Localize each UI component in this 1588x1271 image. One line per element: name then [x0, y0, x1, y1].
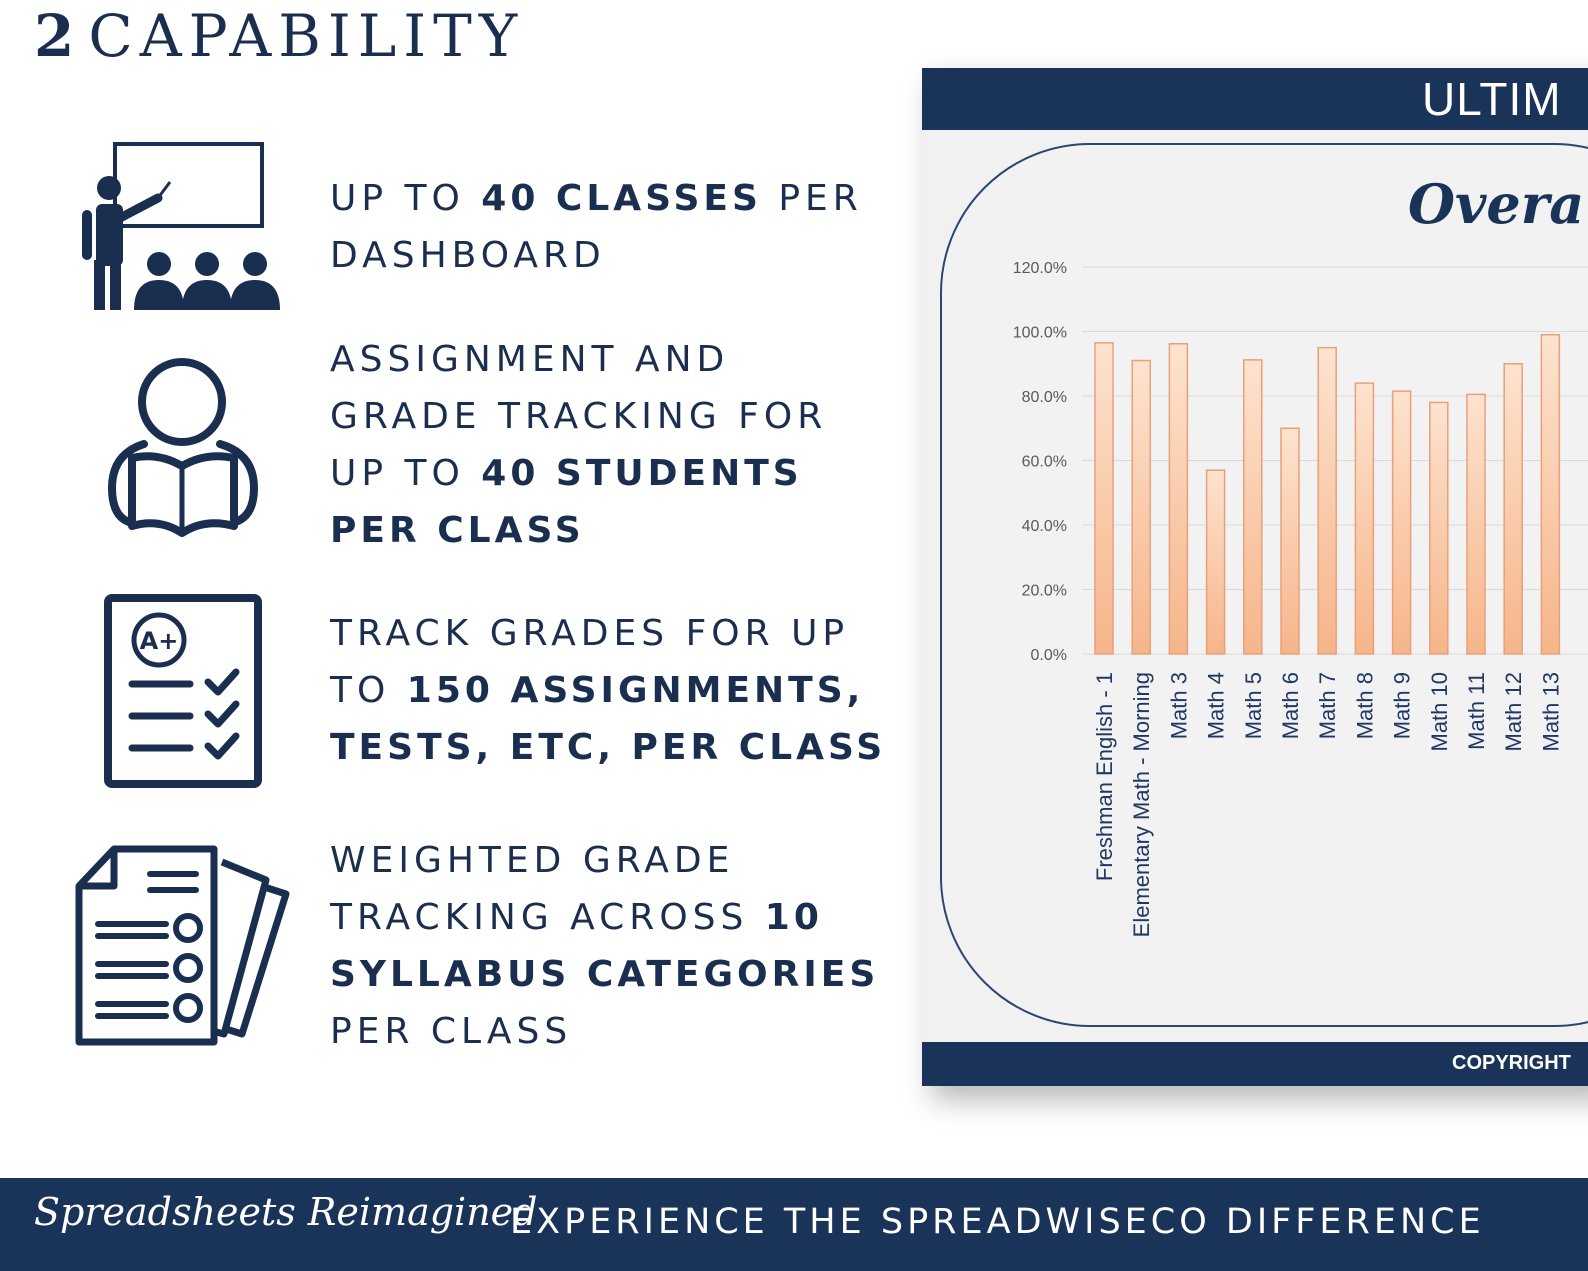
graded-checklist-icon: A+ — [104, 594, 262, 788]
teacher-classroom-icon — [82, 142, 280, 310]
chart-bar — [1391, 390, 1412, 655]
feature-text-segment: PER DASHBOARD — [330, 178, 863, 276]
chart-bar — [1168, 343, 1189, 655]
x-tick-label: Math 10 — [1427, 672, 1452, 752]
x-tick-label: Math 5 — [1241, 672, 1266, 739]
y-tick-label: 20.0% — [1022, 583, 1067, 600]
x-tick-label: Math 11 — [1464, 672, 1489, 750]
chart-bar — [1317, 346, 1337, 655]
svg-text:A+: A+ — [140, 627, 179, 655]
x-tick-label: Math 6 — [1278, 672, 1303, 739]
y-tick-label: 0.0% — [1031, 647, 1067, 664]
x-tick-label: Math 8 — [1352, 672, 1377, 739]
x-tick-label: Math 7 — [1315, 672, 1340, 739]
feature-text-4: WEIGHTED GRADE TRACKING ACROSS 10 SYLLAB… — [330, 832, 890, 1060]
y-tick-label: 120.0% — [1013, 260, 1067, 277]
brand-tagline: EXPERIENCE THE SPREADWISECO DIFFERENCE — [510, 1202, 1485, 1242]
x-tick-label: Elementary Math - Morning — [1129, 672, 1154, 937]
feature-highlight: 40 CLASSES — [481, 178, 762, 219]
chart-bar — [1503, 363, 1523, 655]
feature-text-1: UP TO 40 CLASSES PER DASHBOARD — [330, 170, 890, 284]
feature-text-segment: TRACK GRADES FOR UP TO — [330, 613, 850, 711]
x-tick-label: Math 12 — [1501, 672, 1526, 752]
chart-bar — [1205, 469, 1226, 655]
chart-bar — [1131, 359, 1151, 655]
bottom-banner: Spreadsheets Reimagined EXPERIENCE THE S… — [0, 1178, 1588, 1271]
chart-bar — [1540, 333, 1561, 655]
x-tick-label: Math 13 — [1538, 672, 1563, 752]
chart-title: Overa — [1408, 172, 1585, 236]
chart-bar — [1280, 427, 1300, 655]
student-reading-icon — [107, 358, 259, 537]
bar-chart: 0.0% 20.0% 40.0% 60.0% 80.0% 100.0% 120.0% Fres… — [1013, 260, 1588, 937]
x-tick-label: Freshman English - 1 — [1092, 672, 1117, 881]
x-tick-label: Math 3 — [1166, 672, 1191, 739]
feature-highlight: 10 SYLLABUS CATEGORIES — [330, 897, 880, 995]
x-tick-label: Math 9 — [1390, 672, 1415, 739]
x-tick-label: Math 4 — [1204, 672, 1229, 739]
documents-stack-icon — [75, 845, 290, 1046]
dashboard-header-text: ULTIM — [1422, 73, 1562, 125]
dashboard-footer: COPYRIGHT — [922, 1042, 1588, 1086]
y-tick-label: 60.0% — [1022, 454, 1067, 471]
feature-text-segment: WEIGHTED GRADE TRACKING ACROSS — [330, 840, 765, 938]
chart-bar — [1466, 393, 1486, 655]
dashboard-preview: ULTIM Overa 0.0% 20.0% 40.0% 60.0% 80.0% 100.… — [922, 68, 1588, 1086]
section-number: 2 — [34, 2, 75, 70]
feature-highlight: 150 ASSIGNMENTS, TESTS, ETC, PER CLASS — [330, 670, 887, 768]
dashboard-footer-text: COPYRIGHT — [1452, 1052, 1571, 1074]
chart-bar — [1429, 401, 1449, 655]
feature-text-segment: PER CLASS — [330, 1011, 573, 1052]
brand-script-text: Spreadsheets Reimagined — [34, 1190, 538, 1234]
chart-bar — [1354, 382, 1375, 655]
dashboard-header: ULTIM — [922, 68, 1588, 130]
y-tick-label: 40.0% — [1022, 518, 1067, 535]
y-tick-label: 100.0% — [1013, 325, 1067, 342]
feature-text-segment: UP TO — [330, 178, 482, 219]
section-title-text: CAPABILITY — [88, 2, 525, 70]
feature-text-3: TRACK GRADES FOR UP TO 150 ASSIGNMENTS, … — [330, 605, 890, 776]
chart-bar — [1094, 342, 1114, 655]
feature-text-segment: ASSIGNMENT AND GRADE TRACKING FOR UP TO — [330, 339, 828, 494]
section-title: 2 CAPABILITY — [34, 2, 524, 70]
feature-text-2: ASSIGNMENT AND GRADE TRACKING FOR UP TO … — [330, 331, 890, 559]
y-tick-label: 80.0% — [1022, 389, 1067, 406]
feature-highlight: 40 STUDENTS PER CLASS — [330, 453, 803, 551]
chart-bar — [1243, 359, 1263, 655]
